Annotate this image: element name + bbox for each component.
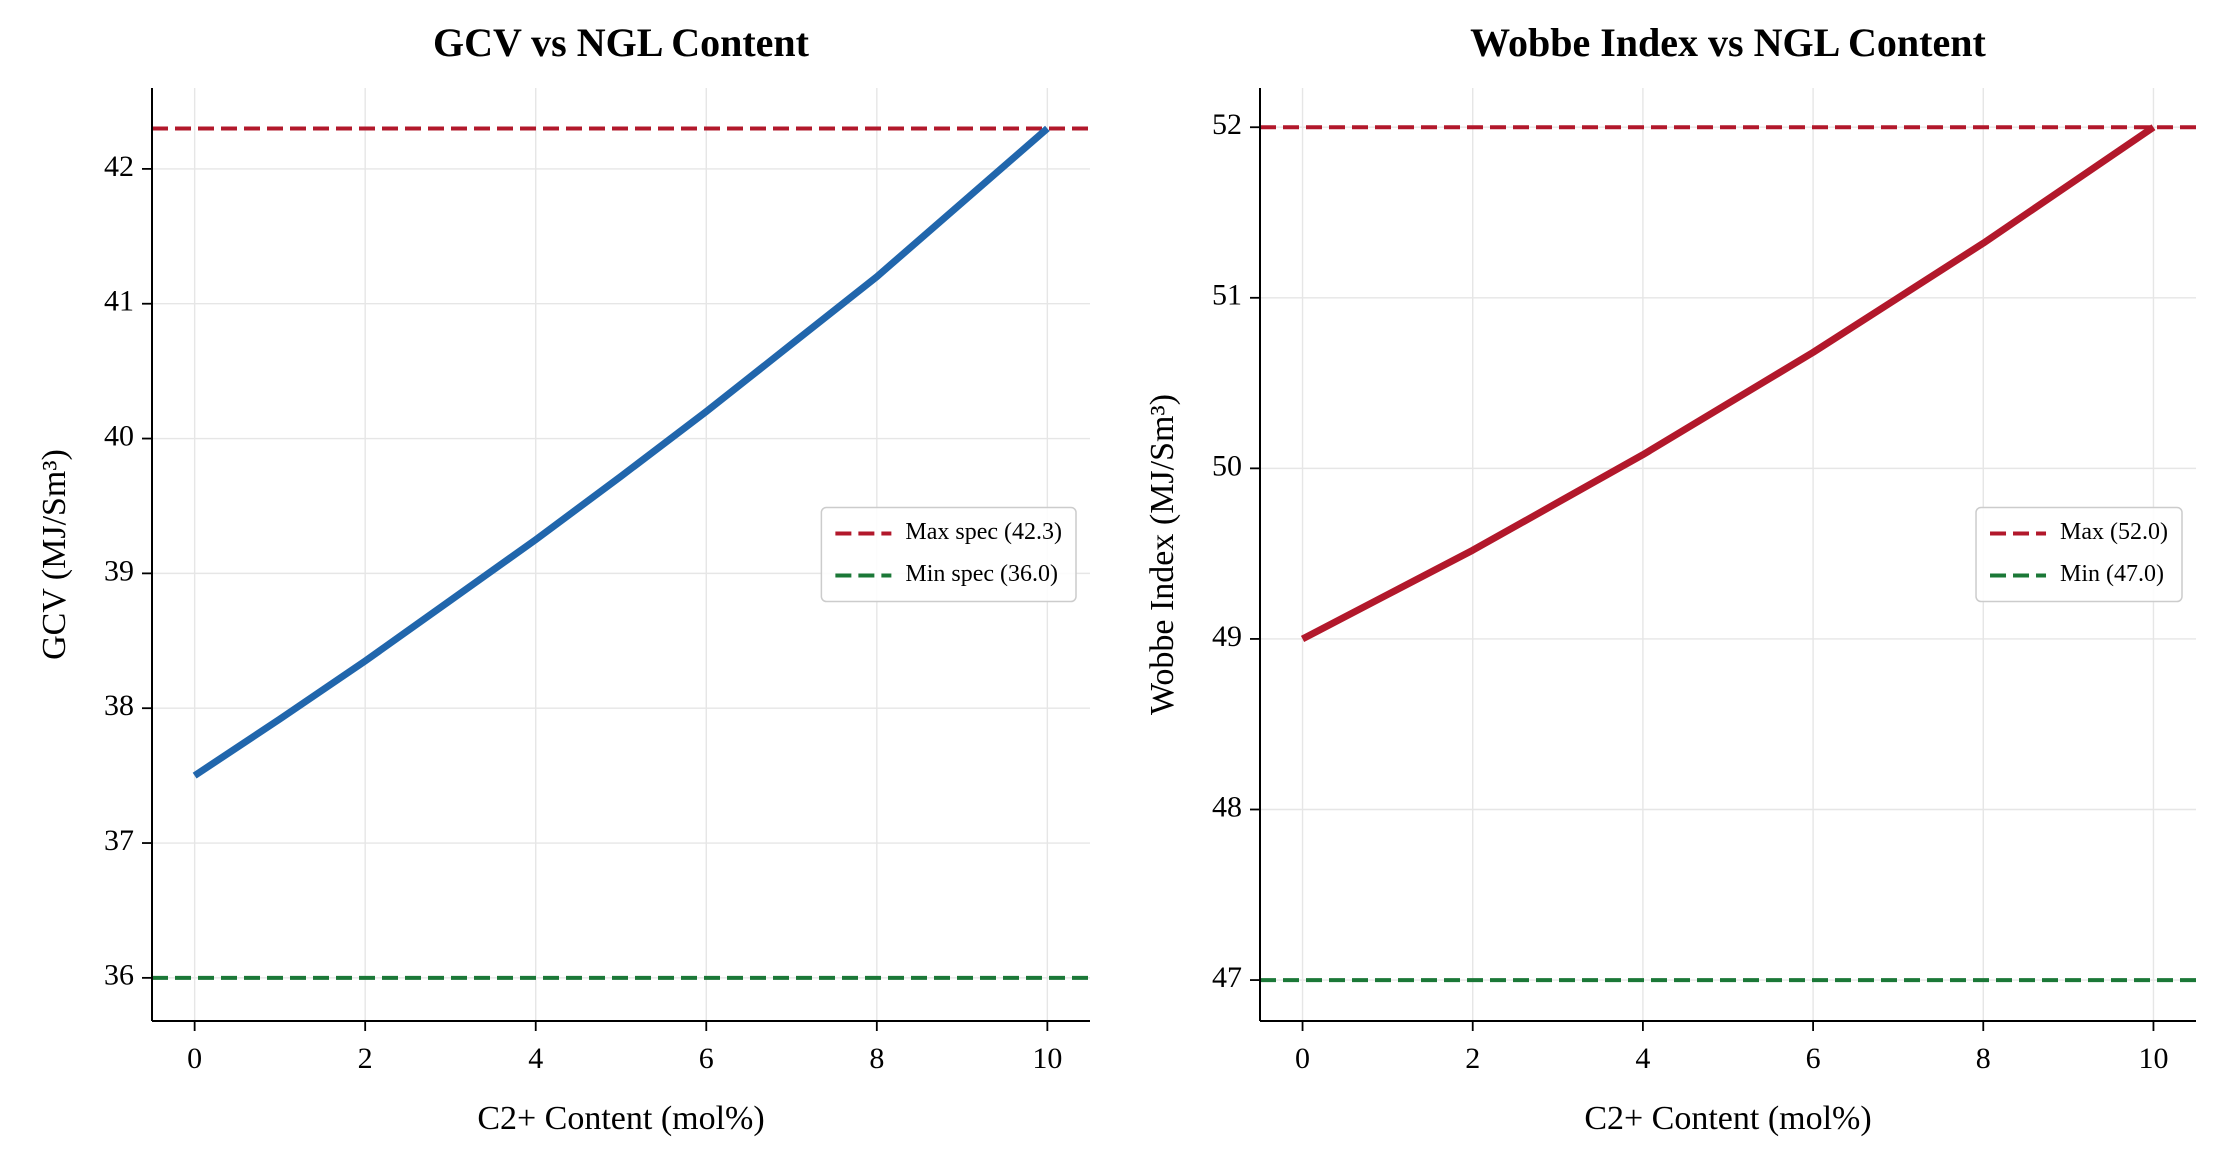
legend-box xyxy=(1975,506,2183,603)
legend-label: Max (52.0) xyxy=(2060,519,2168,545)
x-tick-label: 4 xyxy=(1635,1042,1650,1075)
x-tick-label: 6 xyxy=(699,1042,714,1075)
x-tick-label: 2 xyxy=(1465,1042,1480,1075)
y-tick-label: 47 xyxy=(1212,961,1242,994)
y-axis-label: GCV (MJ/Sm³) xyxy=(36,449,73,660)
y-tick-label: 51 xyxy=(1212,279,1242,312)
x-axis-label: C2+ Content (mol%) xyxy=(1584,1100,1871,1137)
y-axis-label: Wobbe Index (MJ/Sm³) xyxy=(1144,394,1181,715)
x-tick-label: 6 xyxy=(1806,1042,1821,1075)
y-tick-label: 40 xyxy=(104,419,134,452)
y-tick-label: 52 xyxy=(1212,108,1242,141)
x-tick-label: 4 xyxy=(528,1042,543,1075)
legend-label: Min spec (36.0) xyxy=(905,561,1058,587)
x-tick-label: 8 xyxy=(1976,1042,1991,1075)
legend-label: Min (47.0) xyxy=(2060,561,2164,587)
y-tick-label: 48 xyxy=(1212,790,1242,823)
data-line xyxy=(192,125,1050,779)
x-tick-label: 10 xyxy=(2138,1042,2168,1075)
chart-title: GCV vs NGL Content xyxy=(433,20,810,65)
x-tick-label: 2 xyxy=(358,1042,373,1075)
y-tick-label: 42 xyxy=(104,150,134,183)
legend: Max spec (42.3) Min spec (36.0) xyxy=(820,506,1077,603)
y-tick-label: 50 xyxy=(1212,449,1242,482)
legend-box xyxy=(820,506,1077,603)
y-tick-label: 36 xyxy=(104,959,134,992)
chart-title: Wobbe Index vs NGL Content xyxy=(1470,20,1986,65)
data-line xyxy=(1300,124,2156,643)
y-tick-label: 49 xyxy=(1212,620,1242,653)
x-tick-label: 0 xyxy=(1295,1042,1310,1075)
y-tick-label: 39 xyxy=(104,554,134,587)
x-axis-label: C2+ Content (mol%) xyxy=(477,1100,764,1137)
y-tick-label: 37 xyxy=(104,824,134,857)
x-tick-label: 0 xyxy=(187,1042,202,1075)
legend-label: Max spec (42.3) xyxy=(905,519,1062,545)
y-tick-label: 38 xyxy=(104,689,134,722)
y-tick-label: 41 xyxy=(104,285,134,318)
legend: Max (52.0) Min (47.0) xyxy=(1975,506,2183,603)
x-tick-label: 8 xyxy=(869,1042,884,1075)
x-tick-label: 10 xyxy=(1032,1042,1062,1075)
